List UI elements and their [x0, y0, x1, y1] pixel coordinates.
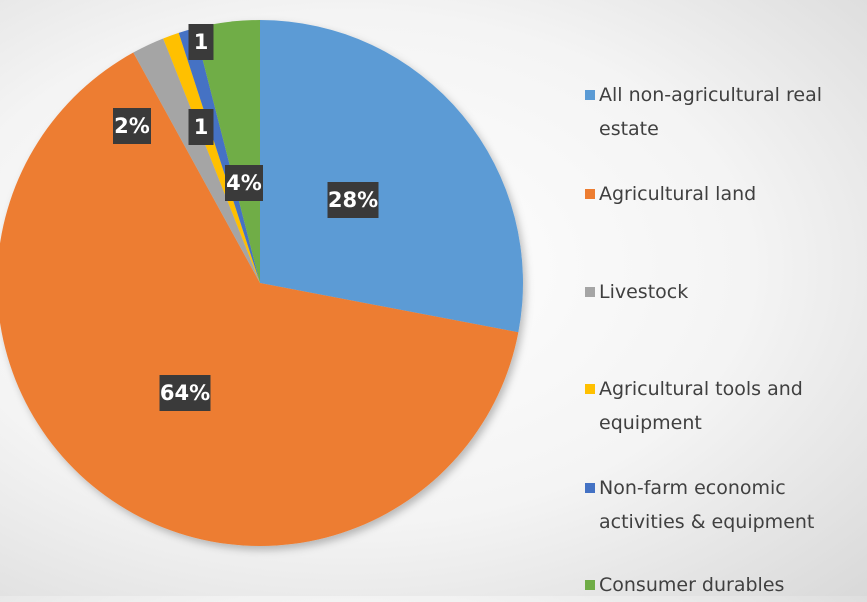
- data-label-text: 2%: [114, 114, 150, 138]
- legend-item: Agricultural land: [585, 177, 864, 211]
- data-labels: 28% 64% 2% 1 1 4%: [113, 24, 379, 411]
- legend-swatch: [585, 483, 595, 493]
- data-label: 28%: [327, 182, 379, 218]
- legend-label: All non-agricultural real estate: [599, 84, 822, 140]
- legend-item: Consumer durables: [585, 568, 864, 602]
- data-label-box: [188, 24, 214, 60]
- data-label-box: [159, 375, 211, 411]
- data-label-box: [188, 109, 214, 145]
- data-label-text: 1: [194, 30, 209, 54]
- data-label: 1: [188, 109, 214, 145]
- data-label: 4%: [225, 165, 263, 201]
- data-label-text: 4%: [226, 171, 262, 195]
- legend-item: All non-agricultural real estate: [585, 78, 864, 146]
- pie-slice: [133, 38, 260, 283]
- data-label-text: 64%: [160, 381, 210, 405]
- data-label-text: 1: [194, 115, 209, 139]
- legend-item: Livestock: [585, 275, 864, 309]
- legend-label: Agricultural tools and equipment: [599, 378, 803, 434]
- pie-slice: [194, 19, 260, 283]
- legend-item: Agricultural tools and equipment: [585, 372, 864, 440]
- data-label-box: [113, 108, 151, 144]
- data-label-box: [225, 165, 263, 201]
- pie-slice: [178, 28, 260, 284]
- pie-slice: [0, 52, 519, 546]
- legend-label: Consumer durables: [599, 574, 785, 596]
- data-label: 2%: [113, 108, 151, 144]
- legend-label: Livestock: [599, 281, 689, 303]
- data-label-box: [327, 182, 379, 218]
- legend-label: Non-farm economic activities & equipment: [599, 477, 815, 533]
- legend-swatch: [585, 90, 595, 100]
- legend-swatch: [585, 580, 595, 590]
- legend-label: Agricultural land: [599, 183, 757, 205]
- legend-swatch: [585, 384, 595, 394]
- data-label: 64%: [159, 375, 211, 411]
- pie-slice: [260, 20, 523, 333]
- pie-slices: [0, 19, 523, 546]
- data-label-text: 28%: [328, 188, 378, 212]
- legend-swatch: [585, 189, 595, 199]
- legend-item: Non-farm economic activities & equipment: [585, 471, 864, 539]
- legend-swatch: [585, 287, 595, 297]
- data-label: 1: [188, 24, 214, 60]
- pie-slice: [163, 32, 260, 284]
